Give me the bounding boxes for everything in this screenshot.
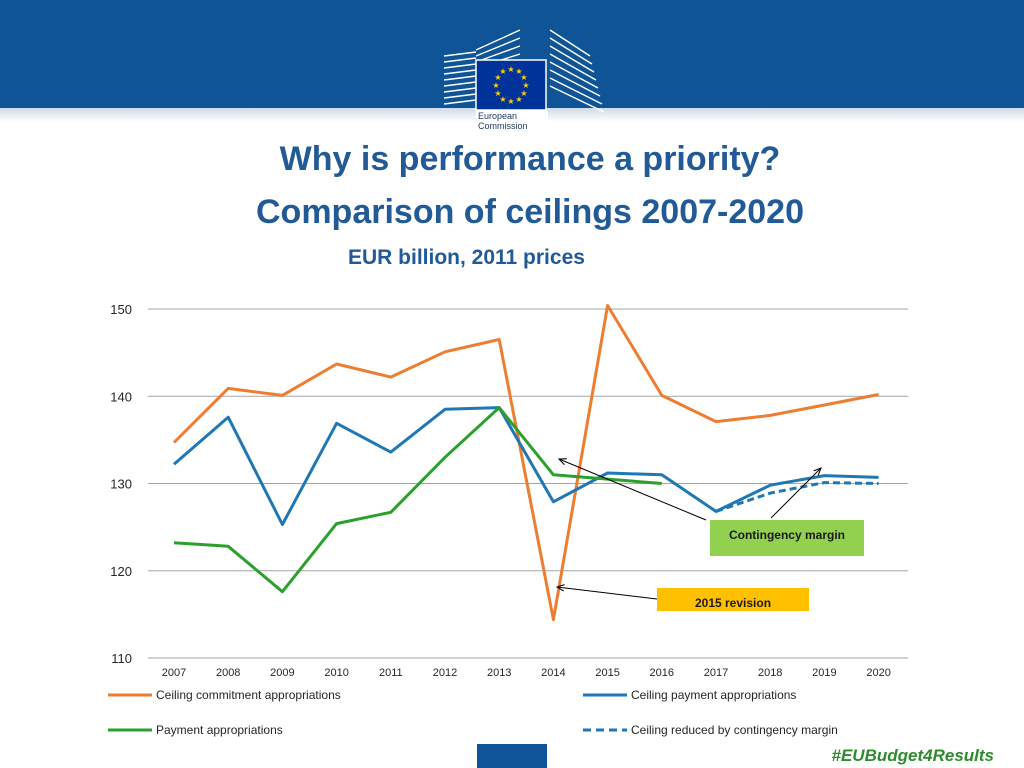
y-tick-label: 140 (110, 389, 132, 404)
slide-title-line1: Why is performance a priority? (279, 140, 781, 178)
svg-text:★: ★ (494, 73, 501, 82)
y-tick-label: 130 (110, 477, 132, 492)
annotation-arrow-contingency-2 (770, 468, 821, 519)
y-tick-label: 120 (110, 564, 132, 579)
svg-text:★: ★ (499, 95, 506, 104)
logo-wordmark: European Commission (478, 111, 548, 131)
x-tick-label: 2014 (541, 667, 565, 679)
annotation-arrow-contingency-1 (559, 459, 707, 521)
x-tick-label: 2012 (433, 667, 457, 679)
x-tick-label: 2016 (650, 667, 674, 679)
legend-label-0: Ceiling commitment appropriations (156, 688, 341, 702)
svg-text:★: ★ (494, 89, 501, 98)
annotation-box-contingency (710, 520, 864, 556)
x-tick-label: 2008 (216, 667, 240, 679)
logo-text-line2: Commission (478, 121, 528, 131)
x-tick-label: 2018 (758, 667, 782, 679)
x-tick-label: 2017 (704, 667, 728, 679)
chart-subtitle: EUR billion, 2011 prices (348, 246, 585, 269)
svg-text:★: ★ (520, 73, 527, 82)
series-line-0 (172, 304, 879, 622)
y-tick-label: 110 (111, 651, 132, 666)
x-tick-label: 2007 (162, 667, 186, 679)
svg-text:★: ★ (499, 67, 506, 76)
annotation-arrow-revision (557, 587, 658, 600)
x-tick-label: 2013 (487, 667, 511, 679)
svg-text:★: ★ (507, 65, 514, 74)
svg-text:★: ★ (522, 81, 529, 90)
svg-text:★: ★ (515, 95, 522, 104)
y-tick-label: 150 (110, 302, 132, 317)
x-tick-label: 2011 (379, 667, 403, 679)
svg-text:★: ★ (507, 97, 514, 106)
x-tick-label: 2020 (866, 667, 890, 679)
x-tick-label: 2009 (270, 667, 294, 679)
annotation-box-revision (657, 588, 809, 611)
footer-hashtag: #EUBudget4Results (831, 746, 994, 765)
x-tick-label: 2015 (595, 667, 619, 679)
series-line-2 (173, 406, 662, 594)
legend-label-3: Ceiling reduced by contingency margin (631, 723, 838, 737)
x-tick-label: 2019 (812, 667, 836, 679)
svg-text:★: ★ (520, 89, 527, 98)
series-line-1 (173, 406, 879, 526)
footer-flag (477, 744, 547, 768)
slide-title-line2: Comparison of ceilings 2007-2020 (256, 193, 804, 231)
annotation-revision-label: 2015 revision (695, 596, 771, 610)
series-line-3 (715, 481, 879, 513)
svg-text:★: ★ (492, 81, 499, 90)
logo-text-line1: European (478, 111, 518, 121)
x-tick-label: 2010 (324, 667, 348, 679)
legend-label-2: Payment appropriations (156, 723, 283, 737)
legend-label-1: Ceiling payment appropriations (631, 688, 796, 702)
svg-text:★: ★ (515, 67, 522, 76)
annotation-contingency-label: Contingency margin (729, 528, 845, 542)
